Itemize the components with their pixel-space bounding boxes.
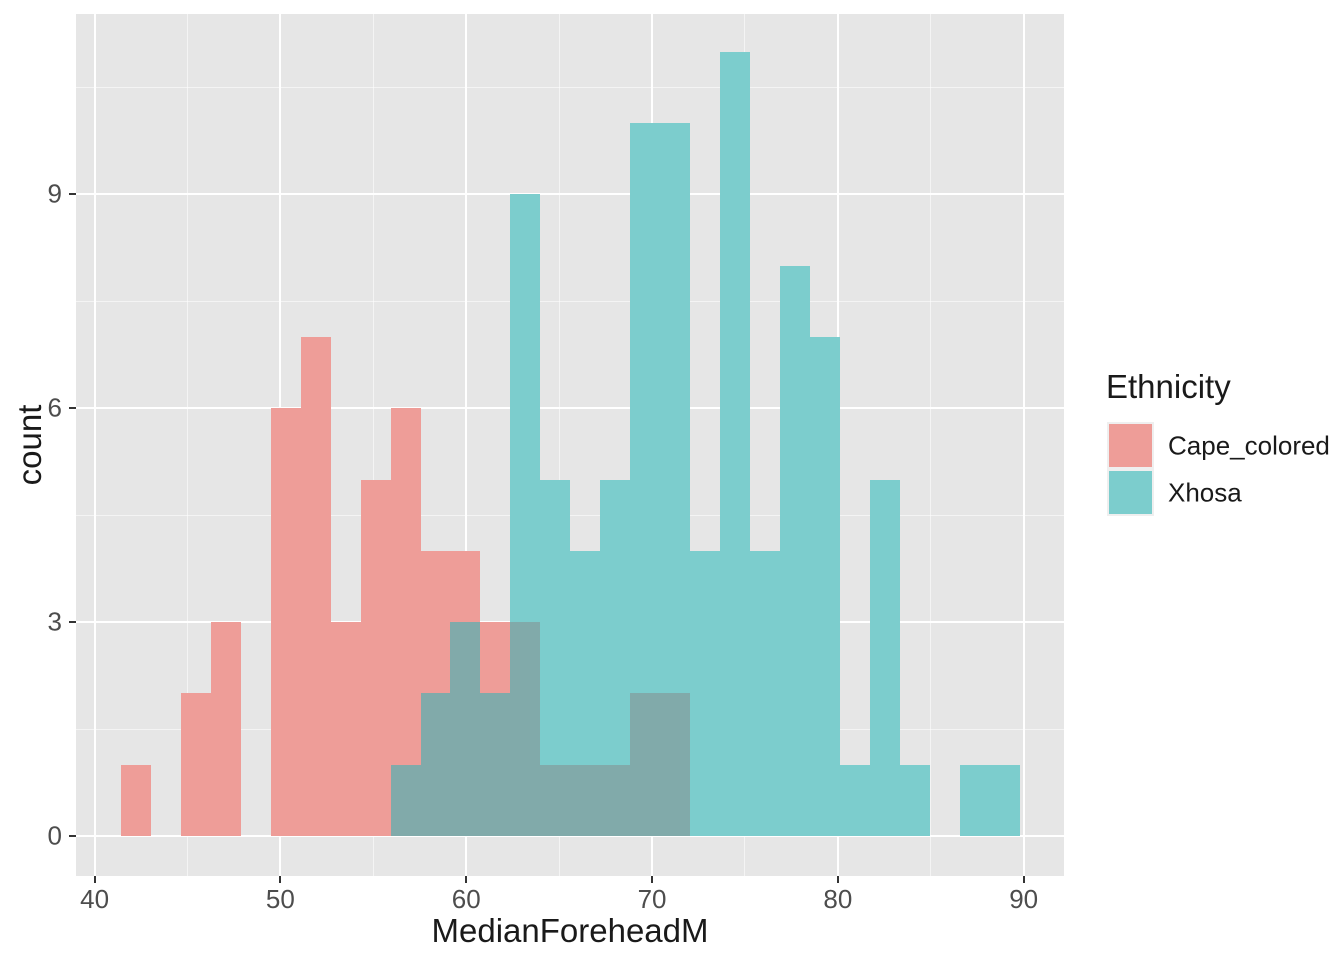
histogram-bar-Cape_colored [420,550,451,694]
legend: Ethnicity Cape_colored Xhosa [1096,360,1344,530]
x-minor-gridline [186,14,188,876]
y-major-gridline [76,193,1064,196]
histogram-bar-Xhosa [570,550,601,765]
x-minor-gridline [930,14,932,876]
x-tick-label: 90 [1009,884,1039,914]
x-major-gridline [1022,14,1025,876]
histogram-bar-overlap [630,693,661,837]
x-tick-label: 50 [265,884,295,914]
plot-panel [76,14,1064,876]
histogram-bar-Cape_colored [330,622,361,837]
y-axis-tick [69,835,76,838]
y-tick-label: 0 [47,820,62,851]
x-tick-label: 80 [823,884,853,914]
histogram-bar-overlap [510,622,541,837]
histogram-bar-Cape_colored [390,408,421,765]
histogram-bar-Xhosa [630,123,661,694]
histogram-bar-overlap [420,693,451,837]
histogram-bar-overlap [570,764,601,837]
histogram-bar-Xhosa [810,336,841,837]
histogram-bar-Cape_colored [480,622,511,694]
legend-key-Xhosa [1107,469,1154,516]
histogram-bar-Xhosa [510,194,541,623]
x-axis-tick [465,876,468,883]
histogram-bar-overlap [540,764,571,837]
x-minor-gridline [558,14,560,876]
y-axis-tick [69,621,76,624]
histogram-bar-Xhosa [540,479,571,765]
histogram-bar-Cape_colored [300,336,331,837]
histogram-bar-Xhosa [720,51,751,837]
histogram-bar-overlap [450,622,481,837]
y-major-gridline [76,407,1064,410]
histogram-bar-overlap [390,764,421,837]
y-tick-label: 9 [47,178,62,209]
y-axis-tick [69,193,76,196]
histogram-bar-Xhosa [900,764,931,837]
y-tick-label: 6 [47,392,62,423]
histogram-bar-Xhosa [600,479,631,765]
histogram-bar-Cape_colored [180,693,211,837]
x-tick-label: 70 [637,884,667,914]
x-minor-gridline [372,14,374,876]
y-minor-gridline [76,300,1064,302]
histogram-bar-overlap [480,693,511,837]
y-major-gridline [76,835,1064,838]
histogram-bar-Xhosa [990,764,1021,837]
x-major-gridline [93,14,96,876]
x-axis-tick [836,876,839,883]
histogram-bar-Xhosa [750,550,781,837]
x-tick-label: 60 [451,884,481,914]
legend-title: Ethnicity [1106,368,1231,405]
x-major-gridline [465,14,468,876]
x-axis-tick [1022,876,1025,883]
histogram-bar-Cape_colored [120,764,151,837]
histogram-bar-overlap [660,693,691,837]
histogram-bar-Xhosa [960,764,991,837]
x-axis-tick [651,876,654,883]
y-axis-tick [69,407,76,410]
legend-key-Cape_colored [1107,422,1154,469]
legend-item-label: Xhosa [1168,477,1242,507]
y-tick-label: 3 [47,606,62,637]
histogram-bar-Xhosa [660,123,691,694]
x-tick-label: 40 [80,884,110,914]
y-axis-title: count [11,404,48,486]
histogram-bar-Xhosa [870,479,901,837]
legend-item-label: Cape_colored [1168,430,1330,460]
x-axis-title: MedianForeheadM [431,912,709,949]
x-axis-tick [93,876,96,883]
x-axis-tick [279,876,282,883]
histogram-bar-Cape_colored [450,550,481,623]
histogram-bar-Xhosa [780,265,811,837]
histogram-bar-Xhosa [690,550,721,837]
histogram-bar-Cape_colored [270,408,301,837]
y-minor-gridline [76,86,1064,88]
histogram-bar-Xhosa [840,764,871,837]
histogram-bar-Cape_colored [360,479,391,837]
histogram-bar-Cape_colored [210,622,241,837]
histogram-bar-overlap [600,764,631,837]
